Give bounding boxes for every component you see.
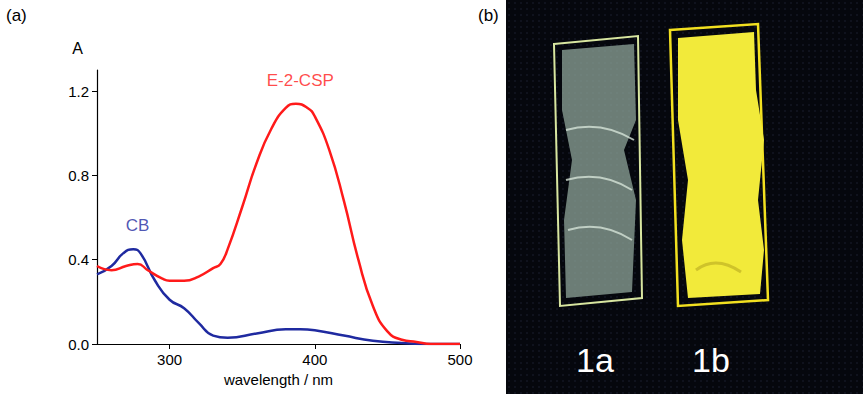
svg-text:wavelength / nm: wavelength / nm (223, 371, 333, 388)
svg-text:0.4: 0.4 (68, 251, 89, 268)
svg-text:1.2: 1.2 (68, 83, 89, 100)
svg-text:0.0: 0.0 (68, 336, 89, 353)
html-text:(a): (a) (6, 6, 27, 25)
svg-text:1b: 1b (692, 341, 730, 379)
svg-text:0.8: 0.8 (68, 167, 89, 184)
html-text:(b): (b) (478, 6, 499, 25)
svg-text:300: 300 (157, 351, 182, 368)
svg-text:A: A (72, 40, 83, 57)
svg-text:500: 500 (447, 351, 472, 368)
svg-text:400: 400 (302, 351, 327, 368)
svg-text:1a: 1a (576, 341, 614, 379)
svg-text:CB: CB (126, 216, 150, 235)
svg-text:E-2-CSP: E-2-CSP (267, 71, 334, 90)
